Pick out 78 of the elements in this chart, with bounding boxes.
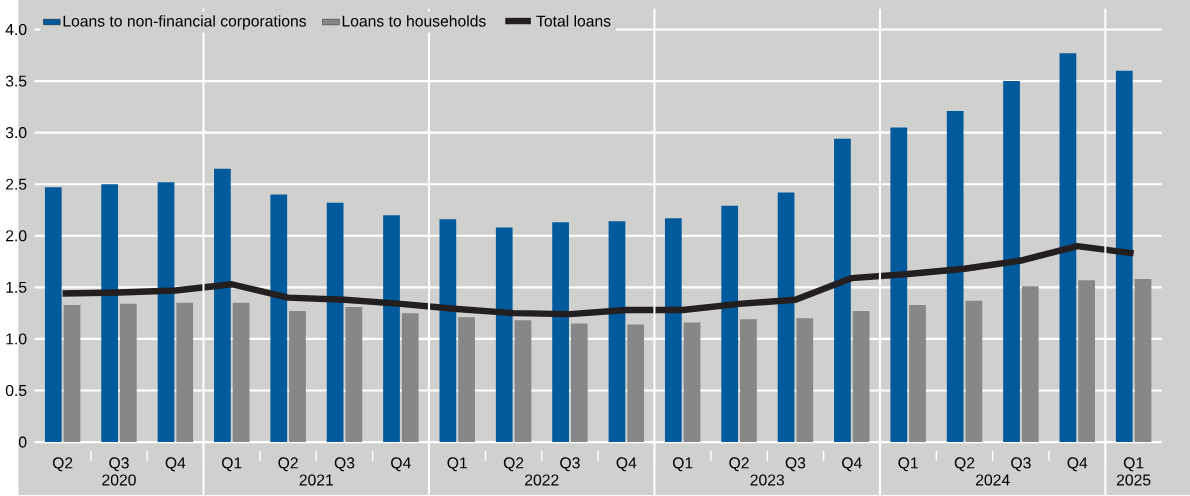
- bar: [909, 304, 926, 442]
- bar: [683, 322, 701, 442]
- y-tick-label: 2.0: [6, 230, 27, 242]
- bar: [1021, 286, 1039, 442]
- bar: [119, 303, 137, 442]
- text: 2021: [299, 474, 333, 486]
- y-tick-label: 0.5: [5, 384, 27, 396]
- y-tick-label: 0: [18, 436, 27, 448]
- x-tick-label: Q2: [729, 457, 749, 472]
- y-tick-label: 3.5: [5, 75, 27, 87]
- bar: [176, 302, 194, 442]
- bar: [232, 302, 250, 442]
- bar: [796, 318, 814, 442]
- x-tick-label: Q4: [616, 457, 637, 472]
- x-tick-label: Q2: [52, 457, 73, 472]
- x-tick-label: Q2: [954, 457, 975, 472]
- bar: [157, 181, 175, 442]
- bar: [270, 194, 288, 442]
- x-tick-label: Q1: [898, 457, 918, 472]
- legend-label: Total loans: [536, 14, 611, 27]
- bar: [1059, 53, 1077, 442]
- legend-label: Loans to non-financial corporations: [63, 14, 306, 30]
- bar: [721, 205, 739, 442]
- bar: [890, 127, 908, 442]
- bar: [326, 202, 344, 442]
- bar: [552, 222, 569, 442]
- text: 2025: [1116, 474, 1151, 486]
- bar: [458, 317, 475, 442]
- bar: [495, 227, 513, 442]
- bar: [63, 304, 81, 442]
- y-tick-label: 4.0: [5, 23, 27, 35]
- x-tick-label: Q2: [503, 457, 524, 472]
- bar: [740, 319, 757, 442]
- text: 2022: [525, 474, 559, 486]
- x-tick-label: Q1: [447, 457, 467, 472]
- text: 2023: [750, 474, 784, 486]
- bar: [101, 184, 119, 442]
- bar: [383, 215, 400, 442]
- bar: [1115, 70, 1133, 442]
- x-tick-label: Q4: [842, 457, 862, 472]
- bar: [965, 300, 983, 442]
- x-tick-label: Q4: [391, 457, 411, 472]
- x-tick-label: Q3: [785, 457, 806, 472]
- y-tick-label: 3.0: [5, 126, 27, 139]
- bar: [345, 306, 363, 442]
- bar: [627, 324, 645, 442]
- x-tick-label: Q1: [222, 457, 242, 472]
- x-tick-label: Q1: [1123, 457, 1144, 472]
- bar: [401, 312, 419, 442]
- y-tick-label: 2.5: [6, 178, 27, 190]
- bar: [946, 110, 964, 442]
- x-tick-label: Q4: [1067, 457, 1088, 472]
- y-tick-label: 1.5: [6, 281, 27, 293]
- text: 2024: [976, 474, 1010, 486]
- bar: [1003, 80, 1020, 442]
- bar: [214, 168, 231, 442]
- y-tick-label: 1.0: [6, 333, 27, 345]
- x-tick-label: Q3: [109, 457, 129, 472]
- bar: [777, 192, 795, 442]
- bar: [44, 187, 62, 442]
- bar: [1134, 278, 1152, 442]
- bar: [834, 138, 851, 442]
- x-tick-label: Q1: [672, 457, 693, 472]
- bar: [289, 310, 306, 442]
- x-tick-label: Q3: [334, 457, 355, 472]
- bar: [852, 310, 870, 442]
- bar: [664, 218, 682, 442]
- bar: [1078, 279, 1095, 442]
- bar: [514, 320, 532, 442]
- legend-label: Loans to households: [342, 14, 486, 27]
- bar: [608, 221, 626, 442]
- x-tick-label: Q2: [278, 457, 298, 472]
- x-tick-label: Q3: [1011, 457, 1031, 472]
- bar: [439, 219, 457, 442]
- bar: [570, 323, 588, 442]
- x-tick-label: Q3: [560, 457, 580, 472]
- x-tick-label: Q4: [165, 457, 186, 472]
- text: 2020: [102, 474, 136, 486]
